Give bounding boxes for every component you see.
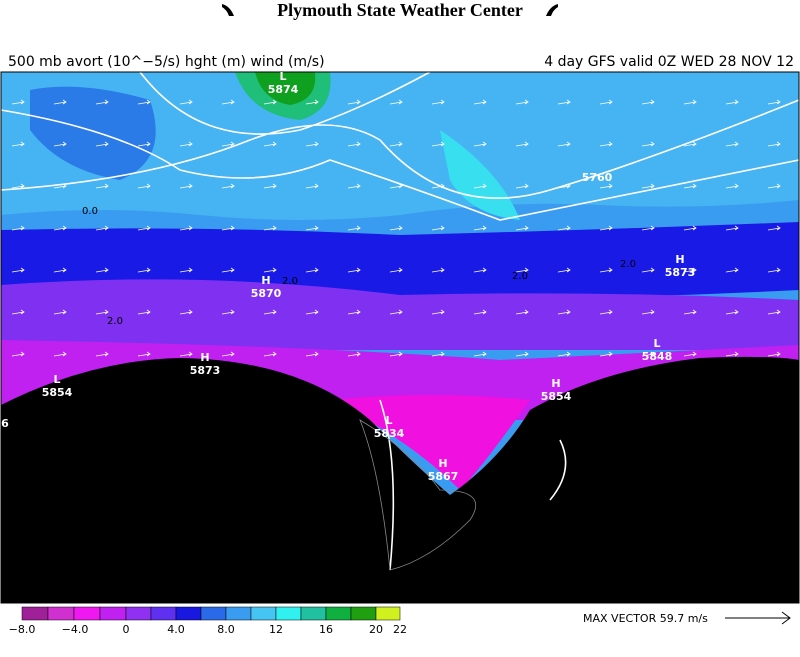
colorbar-label: 22 — [393, 623, 407, 636]
pressure-symbol: L — [279, 70, 286, 83]
colorbar-label: 0 — [123, 623, 130, 636]
height-label: 5873 — [665, 266, 696, 279]
max-vector-label: MAX VECTOR 59.7 m/s — [583, 612, 708, 625]
left-caption: 500 mb avort (10^−5/s) hght (m) wind (m/… — [8, 54, 325, 70]
height-label: 5867 — [428, 470, 459, 483]
colorbar-label: −4.0 — [62, 623, 89, 636]
contour-label: 2.0 — [107, 316, 123, 327]
contour-label: 2.0 — [620, 259, 636, 270]
map-labels: L 5874 H 5873 H 5870 L 5848 H 5873 L 585… — [1, 70, 695, 483]
height-label: 5848 — [642, 350, 673, 363]
contour-label: 2.0 — [282, 276, 298, 287]
height-label: 5834 — [374, 427, 405, 440]
colorbar-label: 16 — [319, 623, 333, 636]
pressure-symbol: H — [261, 274, 270, 287]
max-vector-arrow — [725, 611, 791, 625]
colorbar — [21, 606, 401, 621]
colorbar-label: 20 — [369, 623, 383, 636]
pressure-symbol: H — [200, 351, 209, 364]
height-label: 5870 — [251, 287, 282, 300]
colorbar-label: 8.0 — [217, 623, 235, 636]
pressure-symbol: L — [385, 414, 392, 427]
height-label: 5873 — [190, 364, 221, 377]
contour-label: 5760 — [582, 171, 613, 184]
pressure-symbol: L — [653, 337, 660, 350]
map — [0, 71, 800, 604]
title: Plymouth State Weather Center — [277, 0, 523, 20]
colorbar-label: −8.0 — [9, 623, 36, 636]
pressure-symbol: H — [438, 457, 447, 470]
pressure-symbol: L — [53, 373, 60, 386]
pressure-symbol: H — [551, 377, 560, 390]
contour-label: 2.0 — [512, 271, 528, 282]
right-caption: 4 day GFS valid 0Z WED 28 NOV 12 — [544, 54, 794, 70]
contour-label: 6 — [1, 417, 9, 430]
height-label: 5874 — [268, 83, 299, 96]
height-label: 5854 — [541, 390, 572, 403]
colorbar-label: 12 — [269, 623, 283, 636]
contour-label: 0.0 — [82, 206, 98, 217]
colorbar-label: 4.0 — [167, 623, 185, 636]
pressure-symbol: H — [675, 253, 684, 266]
height-label: 5854 — [42, 386, 73, 399]
